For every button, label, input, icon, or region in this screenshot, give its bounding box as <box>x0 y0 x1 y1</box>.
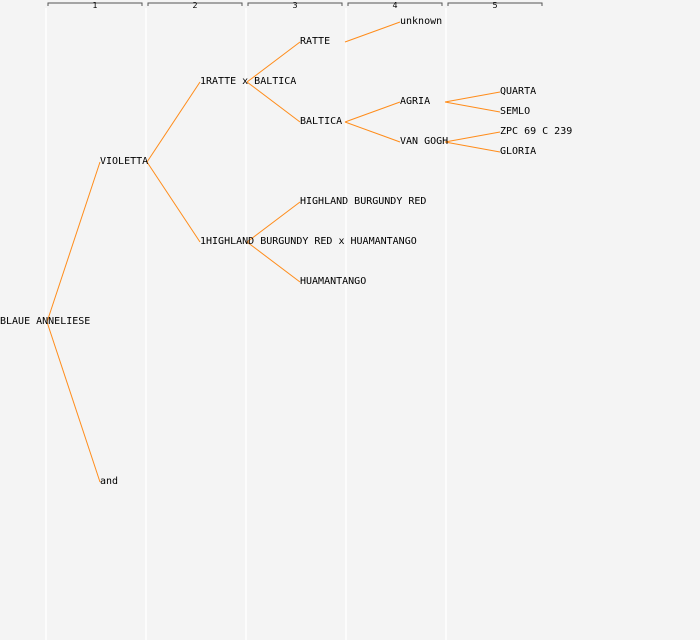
node-gloria[interactable]: GLORIA <box>500 146 537 157</box>
generation-bracket <box>47 2 143 6</box>
generation-bracket <box>347 2 443 6</box>
pedigree-link <box>246 41 301 83</box>
node-vangogh[interactable]: VAN GOGH <box>400 136 449 147</box>
generation-bracket <box>447 2 543 6</box>
pedigree-link <box>444 91 501 103</box>
node-huam[interactable]: HUAMANTANGO <box>300 276 367 287</box>
node-root[interactable]: BLAUE ANNELIESE <box>0 316 91 327</box>
generation-bracket <box>247 2 343 6</box>
pedigree-link <box>444 131 501 143</box>
node-cross1[interactable]: 1RATTE x BALTICA <box>200 76 297 87</box>
generation-number: 3 <box>292 1 298 10</box>
node-and[interactable]: and <box>100 476 119 487</box>
node-unknown[interactable]: unknown <box>400 16 443 27</box>
node-violetta[interactable]: VIOLETTA <box>100 156 149 167</box>
node-hbr[interactable]: HIGHLAND BURGUNDY RED <box>300 196 427 207</box>
generation-number: 1 <box>92 1 98 10</box>
node-quarta[interactable]: QUARTA <box>500 86 537 97</box>
node-baltica[interactable]: BALTICA <box>300 116 343 127</box>
pedigree-link <box>246 201 301 243</box>
pedigree-link <box>46 161 101 323</box>
generation-number: 5 <box>492 1 498 10</box>
pedigree-link <box>146 161 201 243</box>
generation-bracket <box>147 2 243 6</box>
pedigree-link <box>344 101 401 123</box>
node-ratte[interactable]: RATTE <box>300 36 331 47</box>
pedigree-link <box>344 121 401 143</box>
generation-number: 4 <box>392 1 398 10</box>
node-agria[interactable]: AGRIA <box>400 96 431 107</box>
generation-number: 2 <box>192 1 198 10</box>
node-semlo[interactable]: SEMLO <box>500 106 531 117</box>
pedigree-link <box>246 81 301 123</box>
node-cross2[interactable]: 1HIGHLAND BURGUNDY RED x HUAMANTANGO <box>200 236 417 247</box>
node-zpc[interactable]: ZPC 69 C 239 <box>500 126 573 137</box>
pedigree-link <box>444 101 501 113</box>
pedigree-link <box>344 21 401 43</box>
pedigree-link <box>444 141 501 153</box>
pedigree-link <box>46 321 101 483</box>
pedigree-link <box>146 81 201 163</box>
pedigree-link <box>246 241 301 283</box>
